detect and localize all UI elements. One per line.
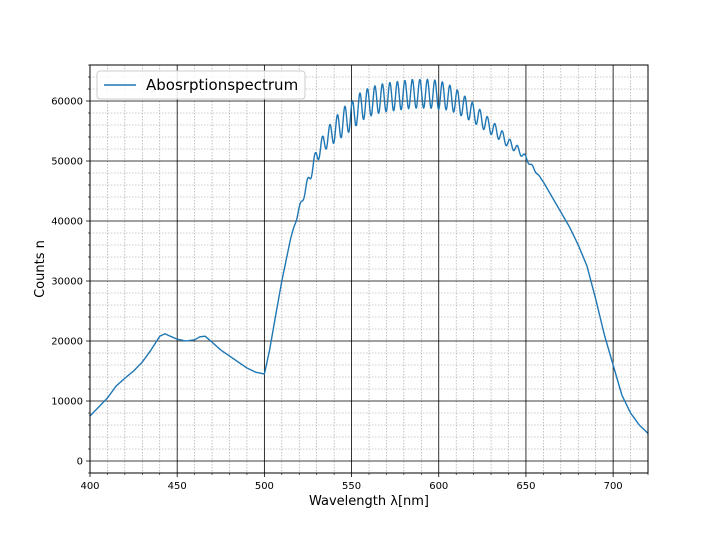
y-axis-ticks: 0 10000 20000 30000 40000 50000 60000 — [51, 97, 90, 468]
x-tick-label: 500 — [255, 481, 274, 492]
y-tick-label: 40000 — [51, 217, 83, 228]
y-tick-label: 20000 — [51, 337, 83, 348]
legend-box — [96, 70, 306, 100]
legend-label: Abosrptionspectrum — [146, 76, 298, 94]
y-tick-label: 60000 — [51, 97, 83, 108]
series-layer — [89, 78, 649, 434]
x-axis-label: Wavelength λ[nm] — [309, 494, 429, 509]
y-tick-label: 0 — [77, 457, 83, 468]
y-tick-label: 30000 — [51, 277, 83, 288]
minor-grid — [88, 64, 649, 475]
y-axis-label: Counts n — [33, 240, 48, 298]
plot-frame — [89, 64, 649, 474]
legend: Abosrptionspectrum — [96, 70, 306, 100]
x-tick-label: 550 — [342, 481, 361, 492]
x-tick-label: 600 — [429, 481, 448, 492]
x-tick-label: 700 — [604, 481, 623, 492]
series-line — [89, 78, 649, 434]
y-tick-label: 10000 — [51, 397, 83, 408]
x-tick-label: 450 — [168, 481, 187, 492]
x-tick-label: 400 — [80, 481, 99, 492]
x-axis-ticks: 400 450 500 550 600 650 700 — [80, 473, 623, 492]
x-tick-label: 650 — [516, 481, 535, 492]
y-tick-label: 50000 — [51, 157, 83, 168]
